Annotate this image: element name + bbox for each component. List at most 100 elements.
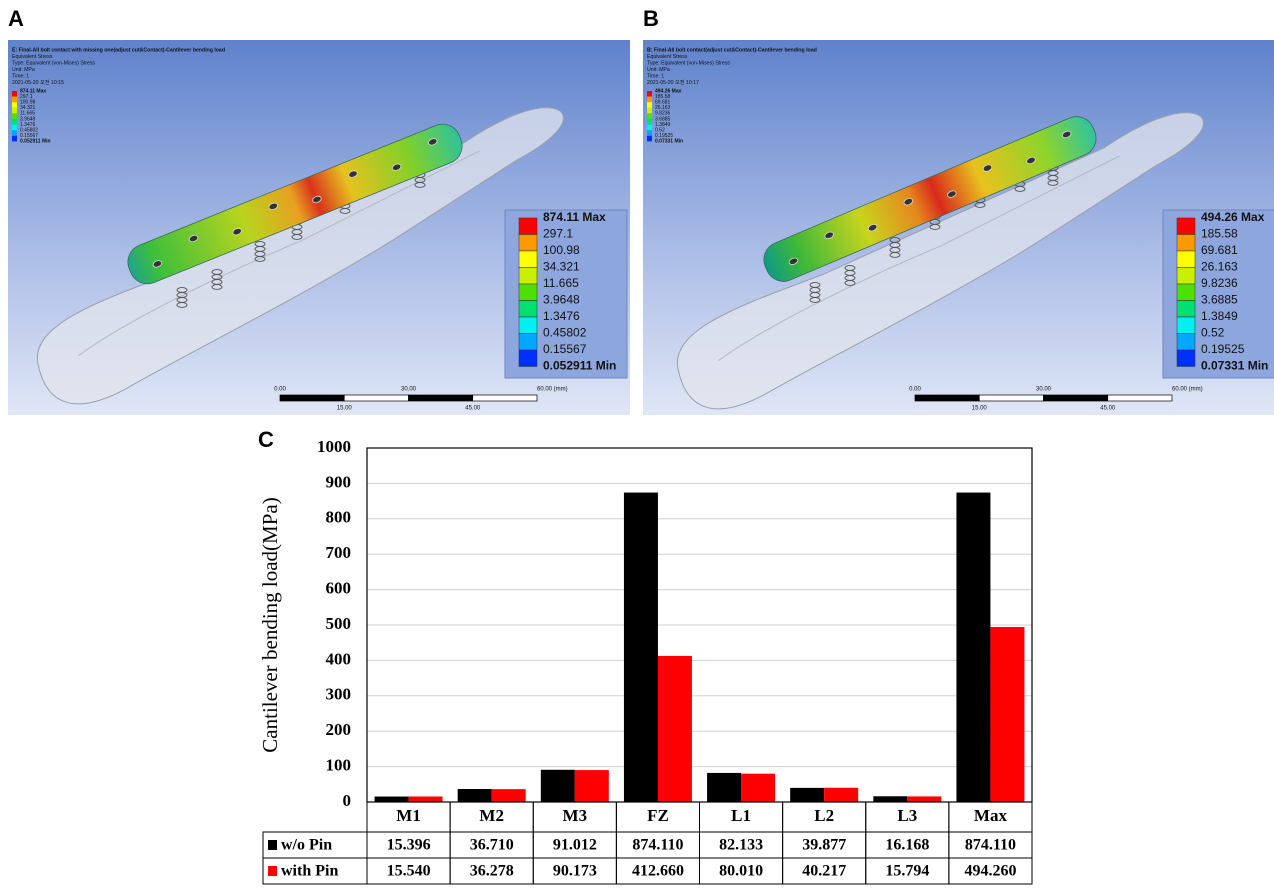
legend-swatch — [519, 301, 537, 318]
scale-bar-segment — [1108, 395, 1172, 401]
header-line: Equivalent Stress — [12, 54, 53, 60]
scale-bar-segment — [409, 395, 473, 401]
scale-bar-segment — [915, 395, 979, 401]
value-label: 15.540 — [387, 863, 431, 880]
legend-label: 0.19525 — [1201, 342, 1245, 356]
legend-swatch — [1177, 284, 1195, 301]
y-tick-label: 500 — [326, 614, 352, 633]
y-tick-label: 700 — [326, 543, 352, 562]
legend-label: 100.98 — [543, 243, 580, 257]
y-tick-label: 900 — [326, 472, 352, 491]
scale-bar-segment — [979, 395, 1043, 401]
legend-label: 69.681 — [1201, 243, 1238, 257]
bar — [873, 796, 907, 802]
value-label: 36.710 — [470, 837, 514, 854]
x-tick-label: M2 — [479, 806, 504, 825]
value-label: 412.660 — [632, 863, 684, 880]
y-tick-label: 300 — [326, 685, 352, 704]
small-legend-label: 0.052911 Min — [20, 139, 51, 145]
legend-label: 1.3476 — [543, 309, 580, 323]
small-legend-swatch — [12, 125, 17, 131]
small-legend-swatch — [647, 97, 652, 103]
legend-label: 34.321 — [543, 260, 580, 274]
scale-label: 60.00 (mm) — [537, 387, 568, 393]
bar — [907, 796, 941, 802]
legend-swatch — [519, 218, 537, 235]
small-legend-swatch — [647, 108, 652, 114]
header-line: Equivalent Stress — [647, 54, 688, 60]
x-tick-label: L1 — [731, 806, 751, 825]
value-label: 15.794 — [885, 863, 929, 880]
legend-label: 0.07331 Min — [1201, 359, 1268, 373]
scale-label: 15.00 — [972, 406, 988, 412]
scale-label: 45.00 — [1100, 406, 1116, 412]
legend-swatch — [519, 268, 537, 285]
legend-swatch — [519, 350, 537, 367]
legend-label: 3.6885 — [1201, 293, 1238, 307]
scale-label: 30.00 — [401, 387, 417, 393]
bar — [458, 789, 492, 802]
scale-label: 45.00 — [465, 406, 481, 412]
legend-label: 0.52 — [1201, 326, 1225, 340]
x-tick-label: M1 — [396, 806, 421, 825]
bar — [658, 656, 692, 802]
value-label: 494.260 — [964, 863, 1016, 880]
value-label: 15.396 — [387, 837, 431, 854]
small-legend-swatch — [647, 130, 652, 136]
legend-label: with Pin — [281, 863, 338, 880]
y-axis-title: Cantilever bending load(MPa) — [258, 497, 282, 752]
legend-swatch — [268, 840, 277, 850]
bar — [575, 770, 609, 802]
scale-label: 30.00 — [1036, 387, 1052, 393]
legend-label: 0.45802 — [543, 326, 587, 340]
y-tick-label: 400 — [326, 649, 352, 668]
small-legend-swatch — [647, 136, 652, 142]
bar — [409, 796, 443, 802]
scale-label: 60.00 (mm) — [1172, 387, 1203, 393]
panel-label: B — [643, 6, 659, 31]
scale-bar-segment — [280, 395, 344, 401]
y-tick-label: 800 — [326, 508, 352, 527]
value-label: 874.110 — [632, 837, 683, 854]
figure: AE: Final-All bolt contact with missing … — [0, 0, 1274, 888]
legend-label: w/o Pin — [281, 837, 332, 854]
x-tick-label: L3 — [897, 806, 917, 825]
small-legend-swatch — [647, 113, 652, 119]
x-tick-label: Max — [974, 806, 1008, 825]
legend-swatch — [1177, 317, 1195, 334]
small-legend-swatch — [647, 91, 652, 97]
header-line: Type: Equivalent (von-Mises) Stress — [647, 60, 730, 66]
small-legend-label: 0.07331 Min — [655, 139, 683, 145]
x-tick-label: FZ — [647, 806, 669, 825]
small-legend-swatch — [647, 125, 652, 131]
x-tick-label: M3 — [563, 806, 588, 825]
bar — [790, 788, 824, 802]
legend-swatch — [1177, 268, 1195, 285]
legend-label: 0.052911 Min — [543, 359, 616, 373]
value-label: 90.173 — [553, 863, 597, 880]
header-line: Time: 1 — [647, 73, 664, 79]
header-line: B: Final-All bolt contact(adjust cut&Con… — [647, 47, 817, 53]
y-tick-label: 1000 — [317, 437, 351, 456]
y-tick-label: 600 — [326, 579, 352, 598]
scale-bar-segment — [473, 395, 537, 401]
small-legend-swatch — [12, 130, 17, 136]
header-line: Type: Equivalent (von-Mises) Stress — [12, 60, 95, 66]
legend-swatch — [519, 317, 537, 334]
legend-label: 3.9648 — [543, 293, 580, 307]
legend-label: 874.11 Max — [543, 210, 606, 224]
bar — [741, 774, 775, 802]
legend-swatch — [1177, 334, 1195, 351]
legend-label: 26.163 — [1201, 260, 1238, 274]
header-line: Time: 1 — [12, 73, 29, 79]
value-label: 16.168 — [885, 837, 929, 854]
bar — [707, 773, 741, 802]
bar — [990, 627, 1024, 802]
value-label: 91.012 — [553, 837, 597, 854]
bar — [541, 770, 575, 802]
small-legend-swatch — [12, 102, 17, 108]
small-legend-swatch — [647, 102, 652, 108]
small-legend-swatch — [647, 119, 652, 125]
header-line: 2021-05-20 오전 10:15 — [12, 79, 64, 86]
legend-swatch — [1177, 218, 1195, 235]
